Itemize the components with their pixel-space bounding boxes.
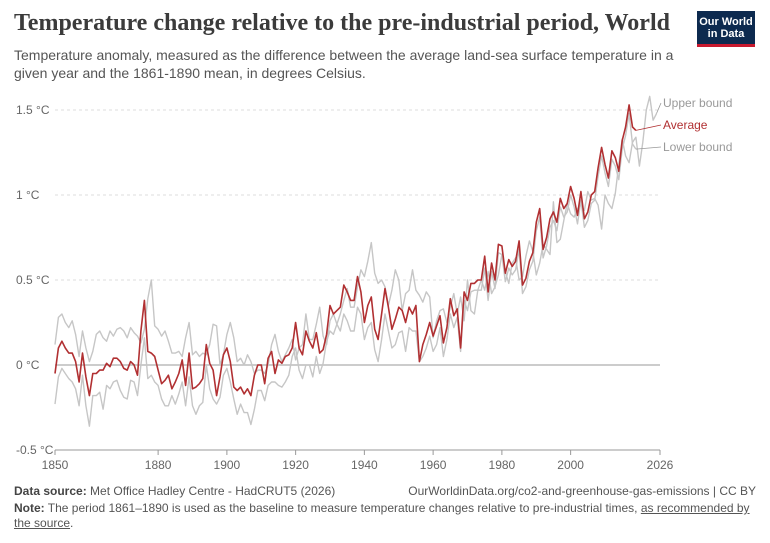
legend-average: Average — [663, 118, 708, 132]
x-tick-label: 1850 — [42, 458, 69, 472]
page-title: Temperature change relative to the pre-i… — [14, 10, 670, 36]
axis-layer: -0.5 °C 0 °C 0.5 °C 1 °C 1.5 °C 1850 1880 1900 1… — [16, 103, 674, 472]
source-text: Met Office Hadley Centre - HadCRUT5 (202… — [90, 484, 336, 498]
y-tick-label: 0.5 °C — [16, 273, 50, 287]
logo-line-1: Our World — [699, 16, 753, 28]
y-tick-label: -0.5 °C — [16, 443, 54, 457]
legend-lower-bound-connector — [635, 146, 662, 150]
legend-lower-bound: Lower bound — [663, 140, 732, 154]
footer-note: Note: The period 1861–1890 is used as th… — [14, 501, 756, 531]
note-label: Note: — [14, 501, 45, 515]
x-tick-label: 1880 — [145, 458, 172, 472]
y-tick-label: 1 °C — [16, 188, 40, 202]
legend-average-connector — [635, 124, 662, 131]
footer-source-row: Data source: Met Office Hadley Centre - … — [14, 484, 756, 499]
source-label: Data source: — [14, 484, 87, 498]
x-tick-label: 1900 — [214, 458, 241, 472]
x-tick-label: 1980 — [489, 458, 516, 472]
owid-logo[interactable]: Our World in Data — [697, 11, 755, 47]
x-tick-label: 2000 — [557, 458, 584, 472]
upper-bound-line — [54, 95, 658, 375]
legend-upper-bound: Upper bound — [663, 96, 732, 110]
temperature-line-chart: -0.5 °C 0 °C 0.5 °C 1 °C 1.5 °C 1850 1880 1900 1… — [16, 95, 732, 472]
average-line — [54, 104, 637, 397]
x-tick-label: 1960 — [420, 458, 447, 472]
series-layer — [54, 95, 658, 427]
x-tick-label: 1920 — [282, 458, 309, 472]
legend-layer: Upper bound Lower bound Average — [635, 96, 732, 154]
lower-bound-line — [54, 112, 637, 427]
y-tick-label: 0 °C — [16, 358, 40, 372]
legend-upper-bound-connector — [656, 102, 662, 114]
logo-line-2: in Data — [707, 28, 745, 40]
page-subtitle: Temperature anomaly, measured as the dif… — [14, 47, 674, 81]
url-license[interactable]: OurWorldinData.org/co2-and-greenhouse-ga… — [408, 484, 756, 498]
x-tick-label: 1940 — [351, 458, 378, 472]
note-link[interactable]: as recommended by the source — [14, 501, 750, 530]
x-tick-label: 2026 — [647, 458, 674, 472]
y-tick-label: 1.5 °C — [16, 103, 50, 117]
note-text: The period 1861–1890 is used as the base… — [47, 501, 638, 515]
note-end: . — [70, 516, 74, 530]
